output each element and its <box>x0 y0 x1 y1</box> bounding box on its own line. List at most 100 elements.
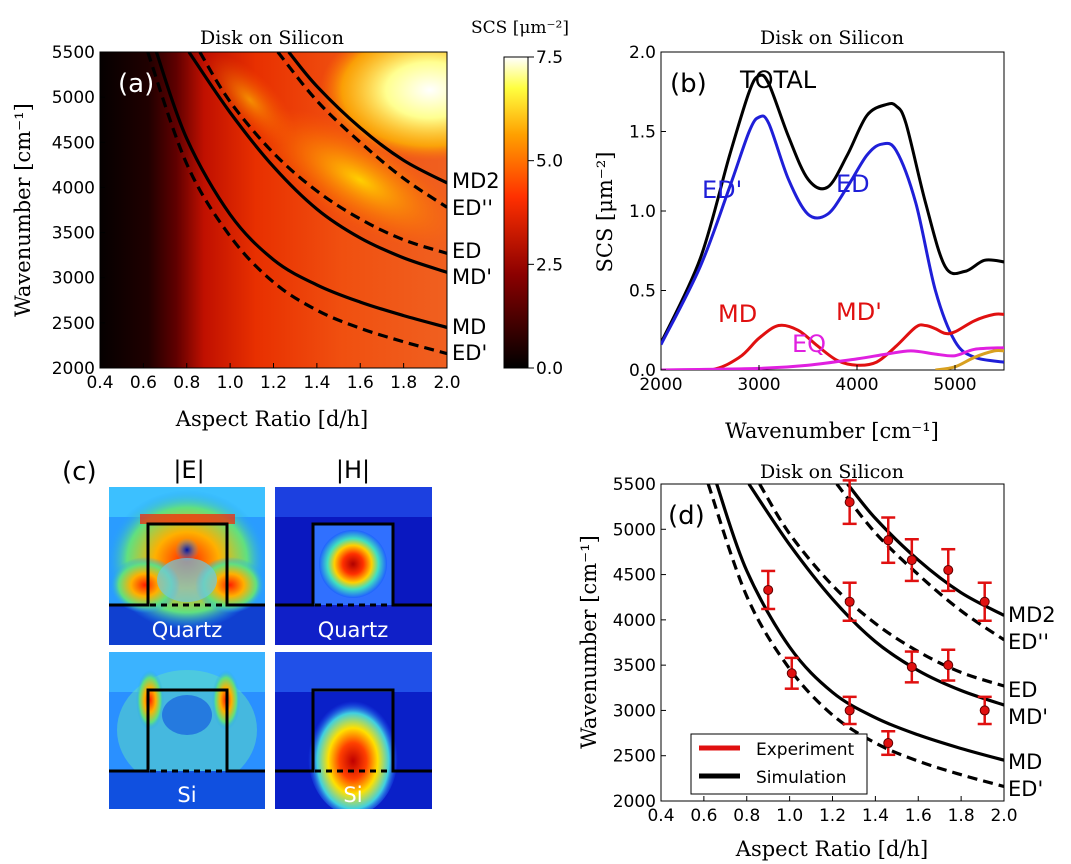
sim-curve <box>706 484 1004 789</box>
experiment-point <box>842 581 857 623</box>
data-point <box>943 565 954 576</box>
experiment-point <box>941 648 956 682</box>
legend-label-experiment: Experiment <box>756 740 855 760</box>
map-h-si: Si <box>275 652 432 809</box>
y-tick-label: 1.5 <box>629 123 656 143</box>
panel-d-ylabel: Wavenumber [cm⁻¹] <box>577 535 601 749</box>
panel-c-field-maps: (c) |E| |H| Quartz Quartz <box>62 456 432 809</box>
data-point <box>844 705 855 716</box>
experiment-point <box>904 650 919 684</box>
y-tick-label: 2000 <box>613 792 656 812</box>
map-h-quartz: Quartz <box>275 487 432 645</box>
experiment-point <box>881 516 896 565</box>
series-edp <box>661 114 1004 364</box>
series-label: EQ <box>792 330 826 358</box>
experiment-point <box>881 730 896 757</box>
label-quartz-h: Quartz <box>318 618 389 642</box>
experiment-point <box>784 656 799 690</box>
series-md <box>661 312 1004 370</box>
curve-label: ED <box>452 239 481 263</box>
y-tick-label: 4000 <box>613 611 656 631</box>
curve-label: MD2 <box>452 169 500 193</box>
data-point <box>979 705 990 716</box>
y-tick-label: 5500 <box>52 43 95 63</box>
x-tick-label: 0.8 <box>733 806 760 826</box>
colorbar-gradient <box>503 56 529 369</box>
legend-box <box>690 733 868 795</box>
series-label: TOTAL <box>739 66 817 94</box>
curve-ed <box>198 52 447 255</box>
x-tick-label: 0.8 <box>173 373 200 393</box>
experiment-point <box>761 569 776 611</box>
x-tick-label: 4000 <box>835 375 878 395</box>
y-tick-label: 3000 <box>52 269 95 289</box>
x-tick-label: 1.4 <box>862 806 889 826</box>
colorbar: SCS [μm⁻²] 0.0 2.5 5.0 7.5 <box>471 18 569 379</box>
series-label: ED <box>836 170 870 198</box>
x-tick-label: 1.8 <box>390 373 417 393</box>
legend: Experiment Simulation <box>690 733 868 795</box>
data-point <box>786 668 797 679</box>
data-point <box>763 584 774 595</box>
x-tick-label: 1.4 <box>303 373 330 393</box>
curve-mdp <box>187 52 447 274</box>
colorbar-title: SCS [μm⁻²] <box>471 18 569 38</box>
y-tick-label: 3500 <box>613 656 656 676</box>
experiment-point <box>842 479 857 526</box>
sim-curve <box>846 484 1004 617</box>
x-tick-label: 2.0 <box>433 373 460 393</box>
panel-a-label: (a) <box>118 69 154 99</box>
x-tick-label: 3000 <box>737 375 780 395</box>
colorbar-tick-label: 0.0 <box>536 359 563 379</box>
series-label: MD <box>718 300 757 328</box>
series-other <box>935 348 1004 370</box>
curve-label: ED' <box>452 341 487 365</box>
curve-label: MD <box>1008 750 1042 774</box>
curve-label: MD <box>452 315 486 339</box>
data-point <box>906 661 917 672</box>
y-tick-label: 1.0 <box>629 202 656 222</box>
series-eq <box>661 346 1004 370</box>
label-quartz-e: Quartz <box>152 618 223 642</box>
experiment-point <box>904 537 919 583</box>
x-tick-label: 0.4 <box>86 373 113 393</box>
data-point <box>844 497 855 508</box>
legend-label-simulation: Simulation <box>756 768 847 788</box>
x-tick-label: 5000 <box>933 375 976 395</box>
panel-b-ylabel: SCS [μm⁻²] <box>593 152 617 273</box>
panel-a-title: Disk on Silicon <box>200 27 344 49</box>
y-tick-label: 5000 <box>52 88 95 108</box>
y-tick-label: 5000 <box>613 520 656 540</box>
curve-label: ED'' <box>452 196 493 220</box>
data-point <box>883 535 894 546</box>
series-label: ED' <box>702 176 742 204</box>
col-title-e: |E| <box>173 456 204 484</box>
panel-a-heatmap: (a) Disk on Silicon Aspect Ratio [d/h] W… <box>11 18 569 431</box>
y-tick-label: 4000 <box>52 178 95 198</box>
y-tick-label: 2.0 <box>629 43 656 63</box>
panel-a-ylabel: Wavenumber [cm⁻¹] <box>11 103 35 317</box>
x-tick-label: 1.6 <box>905 806 932 826</box>
y-tick-label: 0.0 <box>629 361 656 381</box>
panel-d-label: (d) <box>668 501 705 531</box>
curve-md <box>154 52 447 329</box>
x-tick-label: 0.6 <box>690 806 717 826</box>
col-title-h: |H| <box>336 456 370 484</box>
x-tick-label: 0.6 <box>130 373 157 393</box>
x-tick-label: 1.0 <box>776 806 803 826</box>
x-tick-label: 0.4 <box>647 806 674 826</box>
curve-label: MD2 <box>1008 603 1056 627</box>
x-tick-label: 1.0 <box>217 373 244 393</box>
series-label: MD' <box>836 298 882 326</box>
curve-label: ED <box>1008 678 1037 702</box>
heatmap-field <box>100 52 447 368</box>
map-e-si: Si <box>109 652 265 809</box>
panel-c-label: (c) <box>62 457 97 487</box>
experiment-point <box>977 695 992 726</box>
curve-label: MD' <box>1008 705 1048 729</box>
x-tick-label: 1.2 <box>260 373 287 393</box>
y-tick-label: 0.5 <box>629 282 656 302</box>
x-tick-label: 1.2 <box>819 806 846 826</box>
sim-curve <box>835 484 1004 642</box>
data-point <box>883 738 894 749</box>
